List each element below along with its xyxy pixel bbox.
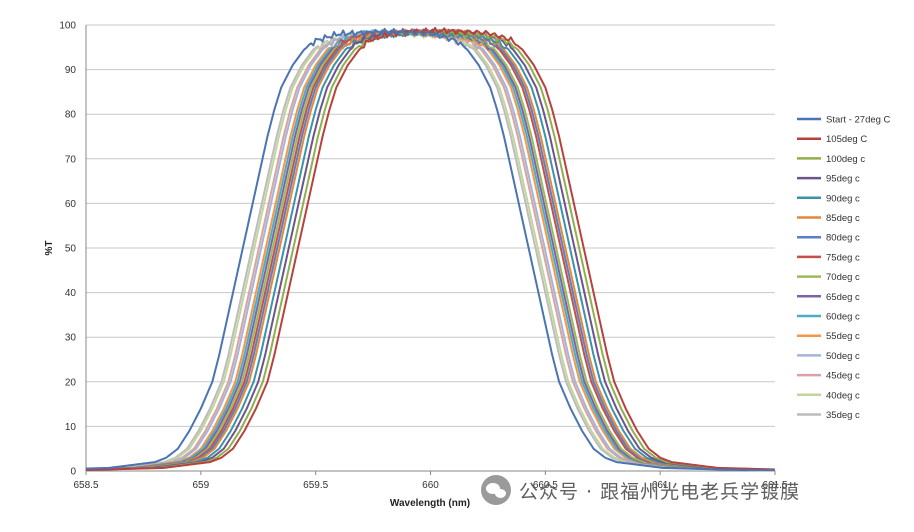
legend-label: 90deg c (826, 193, 860, 204)
legend-label: 35deg c (826, 410, 860, 421)
legend-label: 70deg c (826, 272, 860, 283)
x-tick-label: 660 (422, 480, 439, 491)
wechat-icon (481, 475, 511, 505)
legend-label: 45deg c (826, 371, 860, 382)
series-line (85, 29, 775, 472)
watermark: 公众号 · 跟福州光电老兵学镀膜 (481, 474, 800, 506)
series-line (85, 27, 775, 472)
axes: 0 10 20 30 40 50 60 70 80 90 100 658.5 659 659.5 660 66… (59, 21, 788, 492)
legend: Start - 27deg C 105deg C 100deg c 95deg c 90… (797, 115, 891, 421)
series-line (85, 28, 776, 471)
x-tick-label: 661 (652, 480, 669, 491)
series-line (85, 28, 776, 471)
legend-label: 65deg c (826, 292, 860, 303)
legend-label: 50deg c (826, 351, 860, 362)
legend-label: 100deg c (826, 154, 865, 165)
series-line (85, 31, 775, 472)
legend-label: 105deg C (826, 134, 867, 145)
y-tick-label: 0 (70, 467, 76, 478)
legend-label: 85deg c (826, 213, 860, 224)
x-axis-title: Wavelength (nm) (390, 498, 470, 509)
series-line (85, 29, 775, 472)
series-line (85, 26, 776, 472)
series-line (85, 28, 775, 472)
series-line (85, 28, 775, 472)
x-tick-label: 659.5 (303, 480, 328, 491)
legend-label: 80deg c (826, 233, 860, 244)
y-tick-label: 90 (65, 65, 77, 76)
y-tick-label: 80 (65, 110, 77, 121)
series-line (85, 28, 775, 472)
series-line (85, 29, 775, 472)
series-line (85, 28, 776, 471)
legend-label: 55deg c (826, 331, 860, 342)
legend-label: 60deg c (826, 312, 860, 323)
x-tick-label: 659 (192, 480, 209, 491)
y-tick-label: 100 (59, 21, 76, 32)
legend-label: 75deg c (826, 252, 860, 263)
y-tick-label: 30 (65, 333, 77, 344)
y-tick-label: 60 (65, 199, 77, 210)
series-line (85, 28, 776, 471)
y-tick-label: 70 (65, 154, 77, 165)
series-line (85, 27, 776, 472)
y-axis-title: %T (44, 241, 55, 256)
legend-label: 40deg c (826, 390, 860, 401)
series-line (85, 29, 775, 472)
y-tick-label: 20 (65, 377, 77, 388)
legend-label: 95deg c (826, 174, 860, 185)
y-tick-label: 10 (65, 422, 77, 433)
y-tick-label: 50 (65, 244, 77, 255)
x-tick-label: 660.5 (533, 480, 558, 491)
grid (86, 24, 775, 472)
series-lines (85, 26, 776, 472)
series-line (85, 30, 776, 472)
x-tick-label: 658.5 (73, 480, 98, 491)
y-tick-label: 40 (65, 288, 77, 299)
watermark-text: 公众号 · 跟福州光电老兵学镀膜 (519, 480, 801, 503)
x-tick-label: 661.5 (762, 480, 787, 491)
legend-label: Start - 27deg C (826, 115, 891, 126)
